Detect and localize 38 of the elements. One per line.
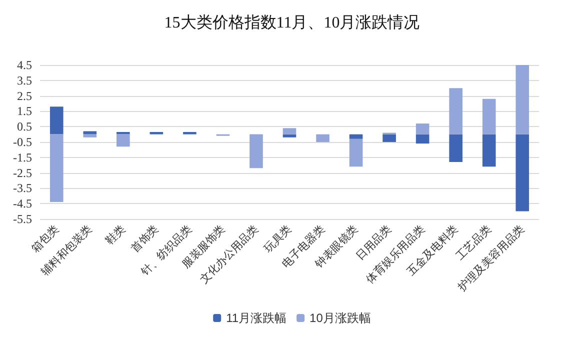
bar — [516, 134, 530, 212]
legend-label: 11月涨跌幅 — [226, 311, 287, 325]
bar — [449, 134, 462, 162]
bar — [282, 128, 296, 134]
bar — [349, 138, 363, 167]
y-tick-label: 3.5 — [17, 73, 32, 88]
x-tick-label: 鞋类 — [103, 222, 128, 248]
bar — [416, 124, 430, 134]
bar — [282, 134, 296, 138]
y-tick-label: 4.5 — [17, 58, 32, 72]
bar — [116, 132, 130, 134]
y-tick-label: 0.5 — [17, 120, 32, 134]
bar — [150, 132, 164, 134]
y-tick-label: 2.5 — [17, 88, 32, 103]
y-tick-label: -3.5 — [13, 181, 32, 196]
bar — [449, 88, 462, 134]
y-tick-label: -0.5 — [13, 135, 32, 149]
bar — [516, 65, 530, 134]
y-tick-label: -2.5 — [13, 166, 32, 180]
y-tick-label: 1.5 — [17, 104, 32, 118]
bar — [250, 134, 263, 168]
bar — [349, 134, 363, 139]
bar — [83, 134, 97, 138]
bar — [482, 134, 496, 167]
bar — [50, 134, 64, 202]
bar — [482, 98, 496, 134]
bar — [416, 134, 430, 144]
bar — [83, 131, 97, 134]
y-tick-label: -5.5 — [13, 212, 32, 226]
bar — [50, 106, 64, 134]
bar — [116, 134, 130, 147]
y-tick-label: -4.5 — [13, 196, 32, 211]
legend-label: 10月涨跌幅 — [310, 311, 371, 325]
chart-title: 15大类价格指数11月、10月涨跌情况 — [164, 14, 420, 32]
bar — [382, 134, 396, 142]
bar — [183, 132, 196, 134]
bar — [316, 134, 330, 142]
y-tick-label: -1.5 — [13, 150, 32, 164]
